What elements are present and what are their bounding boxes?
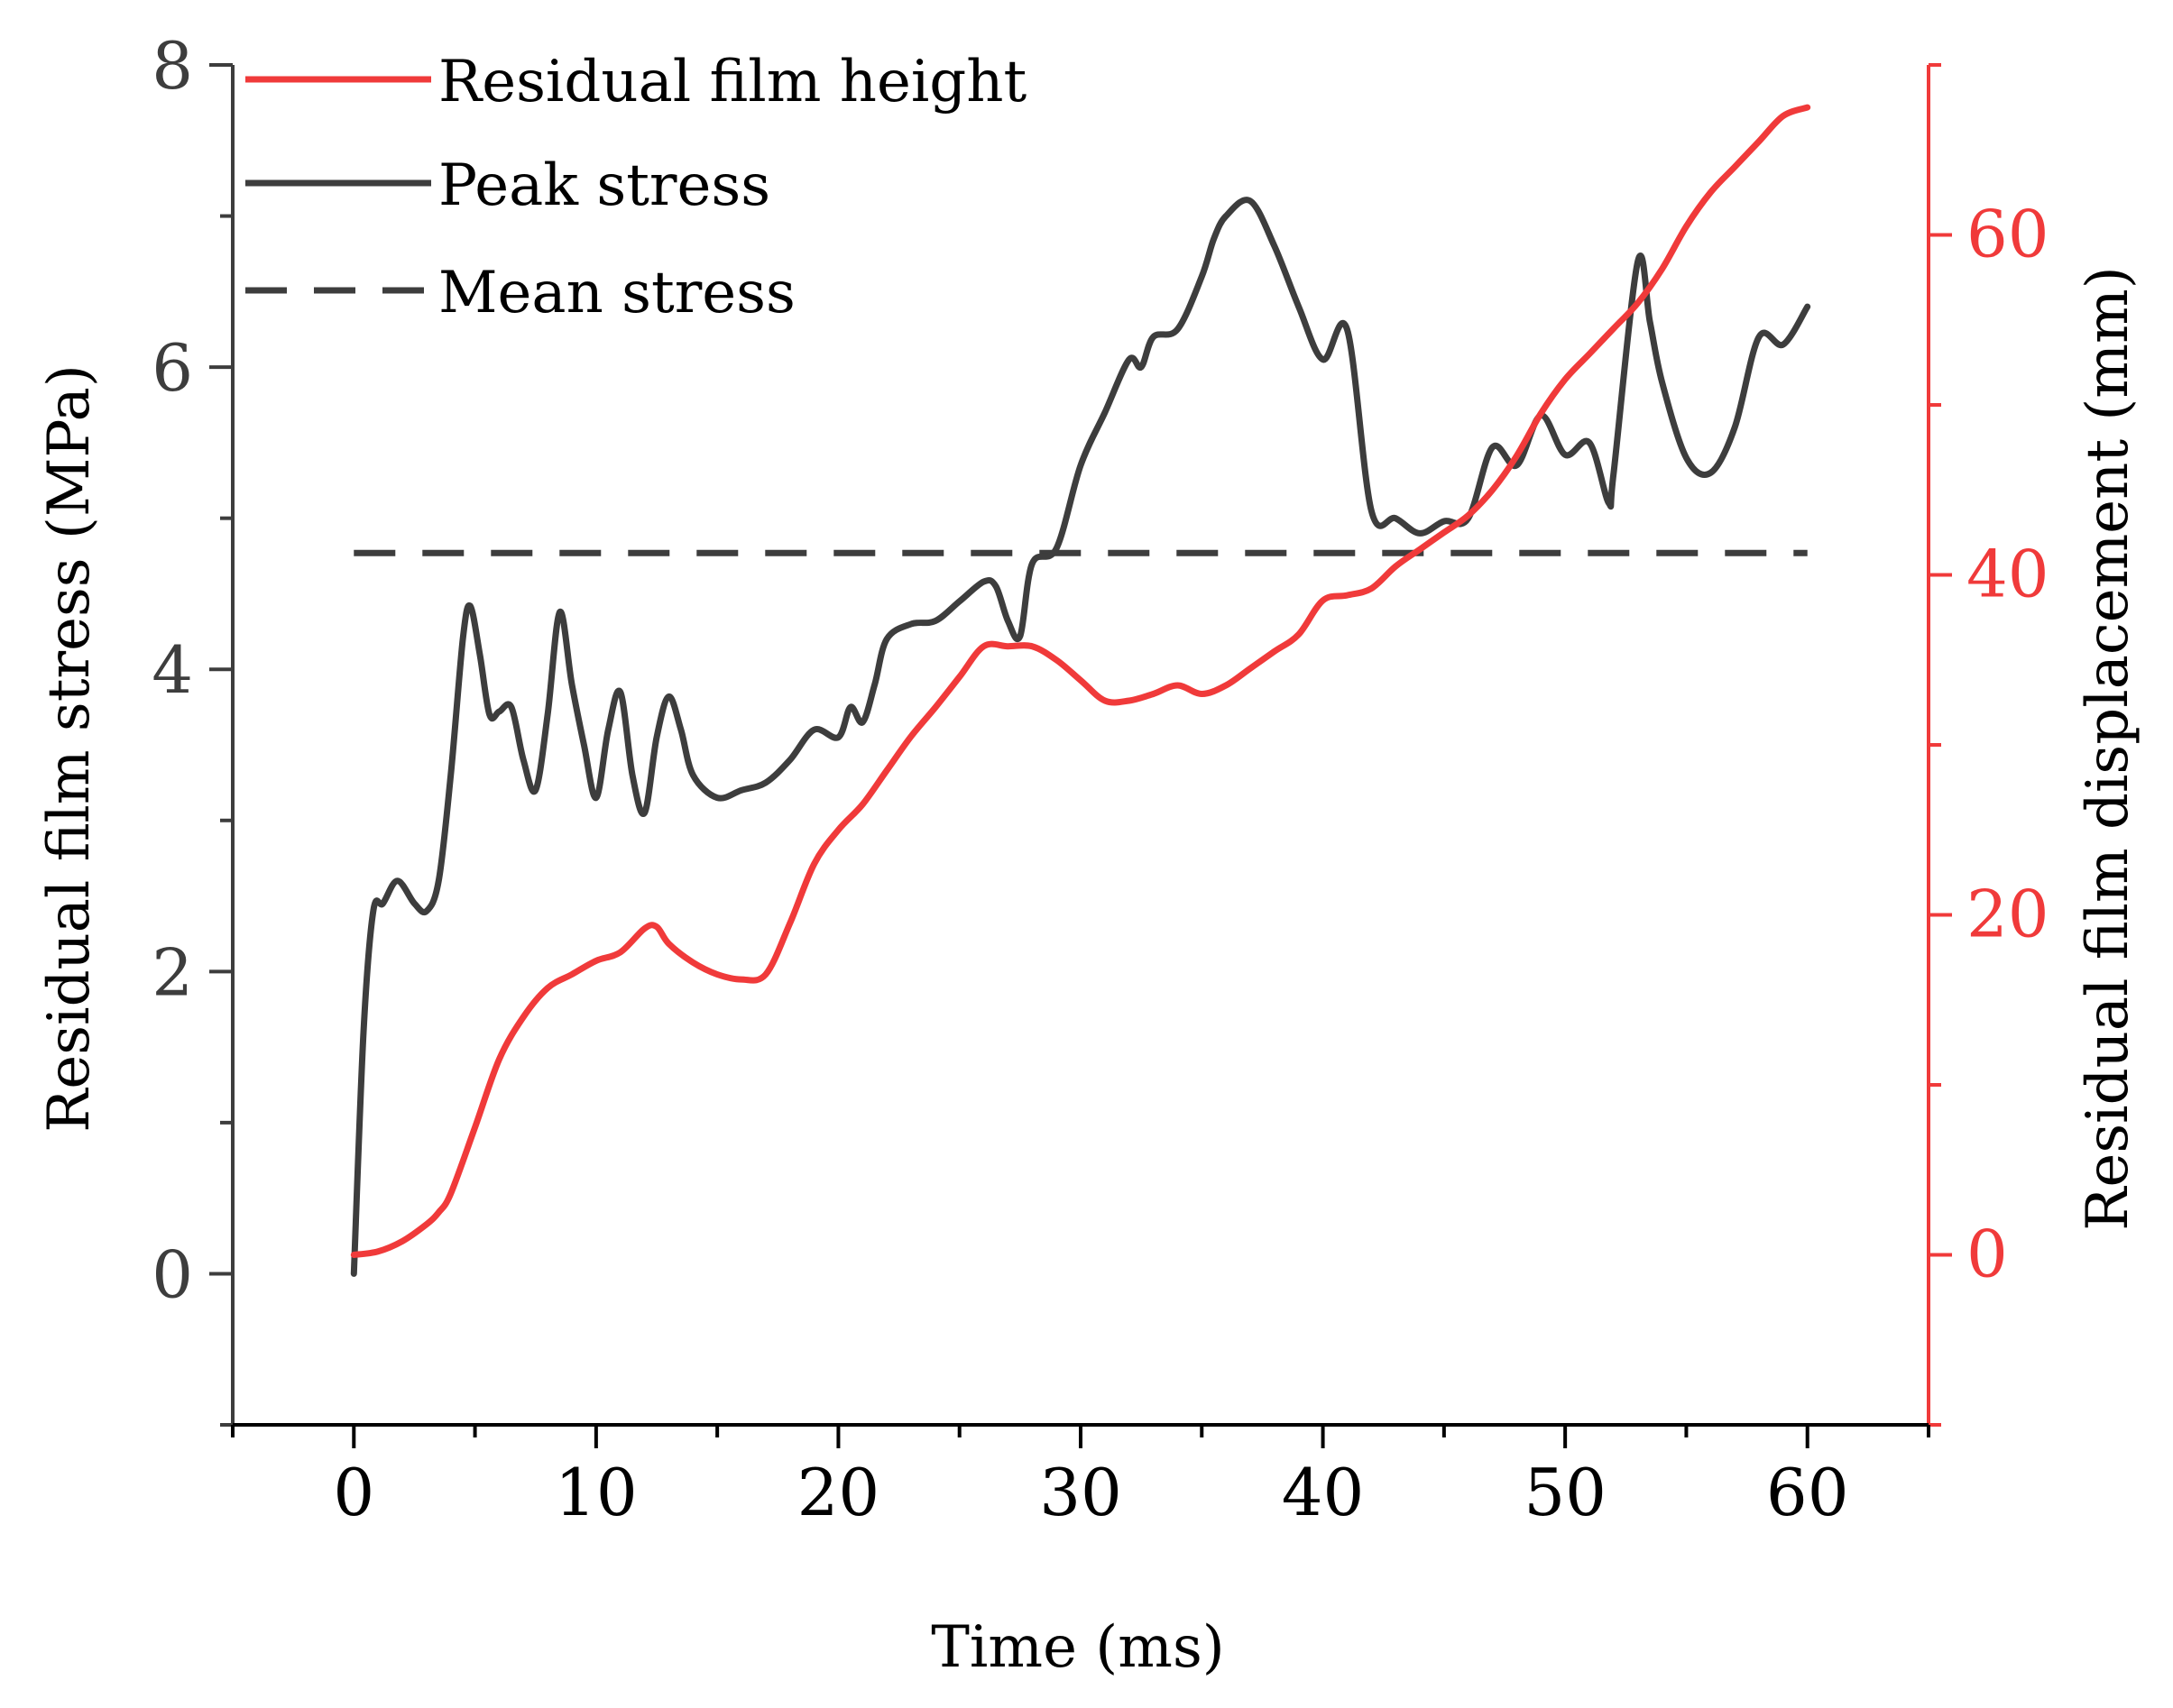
bottom-tick-label: 50 xyxy=(1524,1455,1607,1530)
legend-label-peak-stress: Peak stress xyxy=(438,152,770,219)
left-tick-label: 4 xyxy=(152,632,193,708)
bottom-axis-ticks: 0 10 20 30 40 50 60 xyxy=(231,1425,1930,1530)
bottom-tick-label: 0 xyxy=(333,1455,374,1530)
right-tick-label: 40 xyxy=(1966,537,2049,612)
right-tick-label: 20 xyxy=(1966,877,2049,952)
bottom-tick-label: 60 xyxy=(1766,1455,1849,1530)
series-line-peak-stress xyxy=(350,197,1811,1277)
right-axis-ticks: 0 20 40 60 xyxy=(1929,63,2049,1427)
bottom-tick-label: 30 xyxy=(1039,1455,1122,1530)
series-layer xyxy=(350,104,1811,1277)
left-tick-label: 0 xyxy=(152,1236,193,1312)
right-y-axis-title: Residual film displacement (mm) xyxy=(2075,266,2141,1230)
right-tick-label: 60 xyxy=(1966,197,2049,272)
left-tick-label: 6 xyxy=(152,330,193,406)
bottom-tick-label: 40 xyxy=(1282,1455,1365,1530)
bottom-tick-label: 20 xyxy=(797,1455,880,1530)
left-axis-ticks: 0 2 4 6 8 xyxy=(152,28,233,1427)
legend: Residual film height Peak stress Mean st… xyxy=(245,49,1027,326)
left-y-axis-title: Residual film stress (MPa) xyxy=(36,364,103,1133)
x-axis-title: Time (ms) xyxy=(931,1614,1225,1681)
right-tick-label: 0 xyxy=(1966,1217,2008,1292)
legend-label-mean-stress: Mean stress xyxy=(438,260,796,326)
legend-label-residual-film-height: Residual film height xyxy=(438,49,1027,115)
series-line-residual-film-height xyxy=(350,104,1811,1258)
left-tick-label: 2 xyxy=(152,934,193,1010)
left-tick-label: 8 xyxy=(152,28,193,104)
bottom-tick-label: 10 xyxy=(555,1455,638,1530)
